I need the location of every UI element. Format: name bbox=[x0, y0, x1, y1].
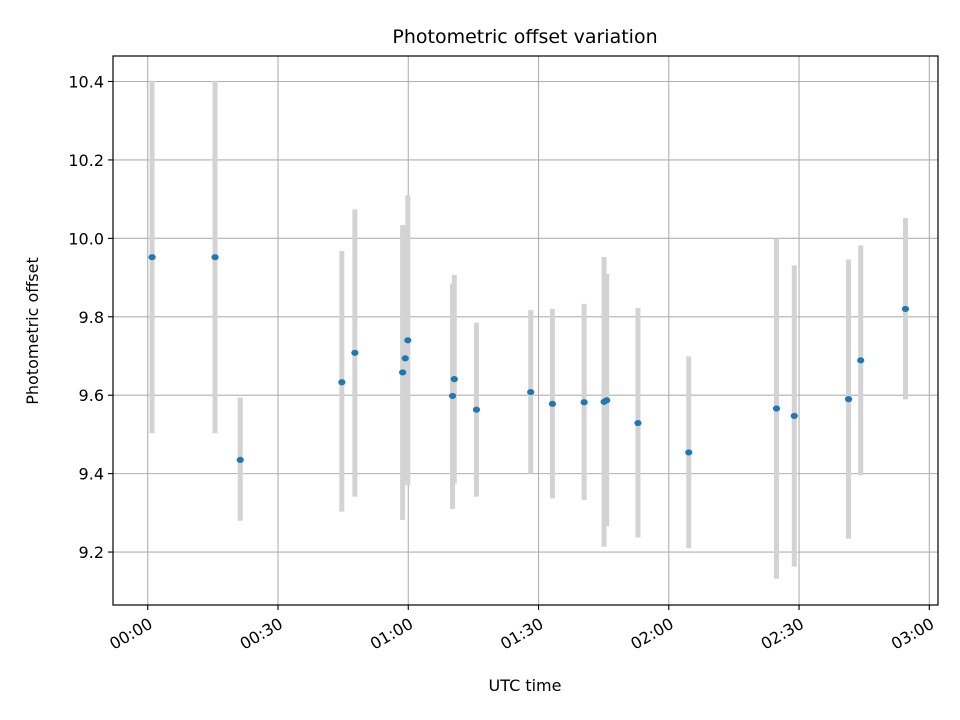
grid bbox=[113, 56, 938, 605]
y-tick-label: 9.2 bbox=[79, 543, 104, 562]
y-tick-label: 9.6 bbox=[79, 386, 104, 405]
data-point bbox=[580, 399, 588, 406]
data-point bbox=[211, 254, 219, 261]
data-point bbox=[790, 412, 798, 420]
y-tick-label: 10.0 bbox=[68, 229, 104, 248]
y-tick-label: 10.2 bbox=[68, 151, 104, 170]
y-tick-label: 9.4 bbox=[79, 465, 104, 484]
data-point bbox=[527, 388, 535, 396]
data-point bbox=[148, 254, 156, 261]
data-point bbox=[404, 337, 412, 344]
data-points bbox=[148, 254, 910, 464]
data-point bbox=[401, 355, 409, 362]
data-point bbox=[236, 456, 244, 464]
data-point bbox=[772, 405, 781, 412]
y-tick-label: 10.4 bbox=[68, 72, 104, 91]
data-point bbox=[857, 357, 865, 364]
data-point bbox=[844, 396, 853, 403]
data-point bbox=[450, 376, 458, 383]
data-point bbox=[338, 379, 346, 386]
chart-title: Photometric offset variation bbox=[392, 26, 657, 48]
x-axis-title: UTC time bbox=[489, 676, 562, 695]
data-point bbox=[399, 369, 407, 376]
y-axis-title: Photometric offset bbox=[23, 257, 42, 405]
data-point bbox=[603, 397, 611, 404]
data-point bbox=[448, 392, 457, 400]
data-point bbox=[901, 305, 910, 313]
data-point bbox=[351, 349, 359, 356]
data-point bbox=[548, 400, 557, 407]
data-point bbox=[634, 419, 642, 427]
data-point bbox=[685, 449, 693, 456]
data-point bbox=[472, 406, 481, 413]
plot-area-frame bbox=[112, 55, 939, 606]
y-tick-label: 9.8 bbox=[79, 308, 104, 327]
